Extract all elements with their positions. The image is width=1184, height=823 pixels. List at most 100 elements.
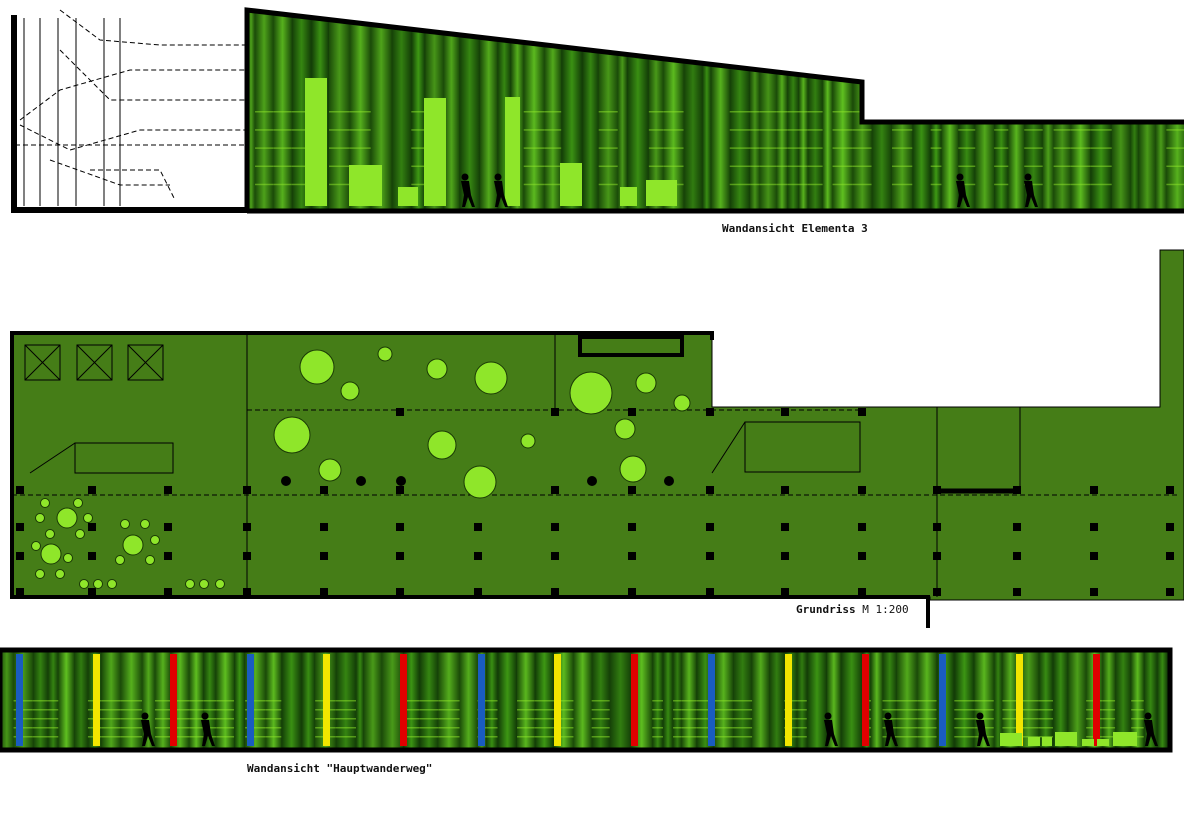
panel-line (154, 700, 171, 702)
column (1013, 523, 1021, 531)
panel-strip (391, 10, 412, 212)
column (88, 552, 96, 560)
panel-line (120, 700, 143, 702)
panel-line (958, 165, 976, 168)
column (164, 588, 172, 596)
panel-line (47, 709, 59, 711)
column (858, 552, 866, 560)
panel-line (534, 700, 554, 702)
panel-line (598, 129, 618, 131)
stool (63, 553, 73, 563)
panel-line (750, 165, 760, 168)
panel-line (486, 700, 498, 702)
column (16, 588, 24, 596)
panel-strip (806, 650, 828, 750)
panel-line (534, 736, 554, 738)
panel-strip (1042, 10, 1054, 212)
panel-line (759, 147, 777, 149)
panel-line (486, 727, 498, 729)
panel-line (852, 129, 872, 131)
panel-line (776, 147, 788, 149)
panel-line (732, 718, 753, 720)
panel-strip (912, 10, 931, 212)
panel-line (523, 147, 545, 149)
stool (199, 579, 209, 589)
panel-line (807, 111, 823, 113)
panel-line (1102, 700, 1116, 702)
panel-strip (370, 10, 392, 212)
panel-line (245, 700, 266, 702)
panel-line (32, 727, 48, 729)
panel-line (120, 709, 143, 711)
panel-line (101, 718, 121, 720)
panel-line (652, 727, 664, 729)
panel-line (13, 727, 33, 729)
column (243, 552, 251, 560)
column (474, 552, 482, 560)
color-strip (400, 654, 407, 746)
panel-line (797, 700, 807, 702)
column (933, 588, 941, 596)
panel-line (13, 709, 33, 711)
panel-line (648, 129, 664, 131)
panel-line (852, 147, 872, 149)
tree (273, 416, 311, 454)
panel-line (534, 709, 554, 711)
tree (340, 381, 360, 401)
panel-line (517, 727, 535, 729)
panel-strip (975, 10, 995, 212)
panel-line (1090, 165, 1112, 168)
tree (673, 394, 691, 412)
panel-line (696, 700, 715, 702)
panel-line (750, 129, 760, 131)
panel-line (787, 111, 800, 113)
color-strip (939, 654, 946, 746)
color-strip (554, 654, 561, 746)
panel-line (1038, 727, 1054, 729)
column (628, 552, 636, 560)
column (781, 523, 789, 531)
panel-line (47, 718, 59, 720)
panel-line (273, 111, 292, 113)
color-strip (478, 654, 485, 746)
panel-line (403, 727, 420, 729)
panel-strip (711, 10, 730, 212)
panel-line (673, 727, 682, 729)
column (1166, 486, 1174, 494)
panel-strip (822, 10, 833, 212)
stool (150, 535, 160, 545)
panel-line (732, 700, 753, 702)
object (1042, 737, 1052, 746)
panel-line (896, 718, 918, 720)
panel-line (419, 727, 439, 729)
panel-line (255, 129, 274, 131)
panel-line (958, 147, 976, 149)
panel-line (403, 736, 420, 738)
column (781, 486, 789, 494)
person (1144, 712, 1152, 720)
panel-line (1102, 736, 1116, 738)
panel-strip (840, 650, 863, 750)
panel-line (154, 736, 171, 738)
column (1090, 552, 1098, 560)
plan-label: Grundriss M 1:200 (796, 603, 909, 616)
panel-line (696, 709, 715, 711)
panel-line (787, 183, 800, 186)
panel-line (832, 165, 853, 168)
column (551, 408, 559, 416)
panel-line (203, 709, 217, 711)
people (141, 712, 1158, 746)
panel-line (553, 700, 574, 702)
panel-line (598, 183, 618, 186)
panel-line (930, 129, 942, 131)
column (1166, 588, 1174, 596)
color-strip (631, 654, 638, 746)
panel-line (648, 165, 664, 168)
column (243, 523, 251, 531)
panel-line (273, 165, 292, 168)
panel-line (486, 709, 498, 711)
column (88, 588, 96, 596)
panel-line (663, 111, 684, 113)
panel-line (291, 165, 312, 168)
tree (619, 455, 647, 483)
